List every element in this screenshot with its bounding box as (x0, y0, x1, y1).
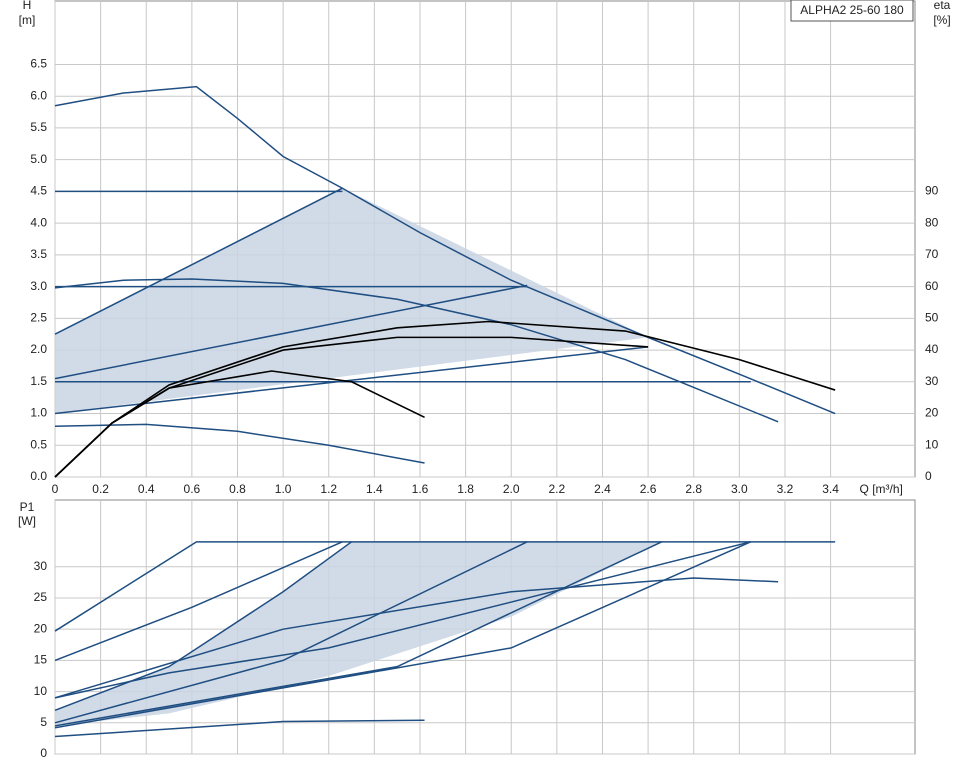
y-tick-label: 0.5 (30, 437, 47, 451)
y-tick-label: 2.0 (30, 342, 47, 356)
y-tick-label: 10 (34, 684, 48, 698)
plot-area (54, 0, 916, 478)
y-unit: [m] (19, 13, 36, 27)
y-tick-label: 4.5 (30, 184, 47, 198)
x-tick-label: 1.0 (275, 482, 292, 496)
curve (54, 577, 779, 699)
legend-box (790, 0, 914, 22)
plot-area (54, 499, 916, 755)
y2-tick-label: 20 (925, 406, 939, 420)
curve (54, 541, 528, 724)
x-tick-label: 1.6 (412, 482, 429, 496)
y-tick-label: 3.5 (30, 247, 47, 261)
x-tick-label: 0.8 (229, 482, 246, 496)
curve (54, 541, 752, 729)
curve (54, 541, 663, 727)
y2-tick-label: 0 (925, 469, 932, 483)
y2-tick-label: 80 (925, 215, 939, 229)
y2-tick-label: 30 (925, 374, 939, 388)
y-tick-label: 4.0 (30, 215, 47, 229)
y2-tick-label: 50 (925, 311, 939, 325)
y2-label: eta (934, 0, 951, 12)
y-label: P1 (20, 500, 35, 514)
operating-area (55, 541, 662, 726)
curve (54, 541, 836, 632)
curve (54, 370, 425, 478)
curve (54, 541, 343, 662)
y2-tick-label: 40 (925, 342, 939, 356)
y2-unit: [%] (933, 13, 950, 27)
x-tick-label: 0.4 (138, 482, 155, 496)
x-tick-label: 1.8 (457, 482, 474, 496)
x-tick-label: 2.4 (594, 482, 611, 496)
y-tick-label: 6.5 (30, 57, 47, 71)
y-tick-label: 20 (34, 621, 48, 635)
y-tick-label: 25 (34, 590, 48, 604)
x-tick-label: 2.0 (503, 482, 520, 496)
legend-text: ALPHA2 25-60 180 (800, 3, 904, 17)
y-tick-label: 1.5 (30, 374, 47, 388)
curve (54, 187, 343, 335)
y-tick-label: 3.0 (30, 279, 47, 293)
y2-tick-label: 90 (925, 184, 939, 198)
x-tick-label: 2.8 (685, 482, 702, 496)
y2-tick-label: 60 (925, 279, 939, 293)
curve (54, 423, 425, 464)
y-tick-label: 1.0 (30, 406, 47, 420)
x-tick-label: 3.2 (777, 482, 794, 496)
x-tick-label: 0.6 (184, 482, 201, 496)
operating-area (55, 188, 649, 414)
curve (54, 346, 649, 415)
y-tick-label: 2.5 (30, 311, 47, 325)
y-tick-label: 5 (40, 715, 47, 729)
x-tick-label: 1.4 (366, 482, 383, 496)
y-tick-label: 0.0 (30, 469, 47, 483)
curve (54, 284, 528, 380)
y-tick-label: 30 (34, 559, 48, 573)
curve (54, 320, 836, 478)
x-tick-label: 2.2 (549, 482, 566, 496)
y-tick-label: 5.5 (30, 120, 47, 134)
y-label: H (23, 0, 32, 12)
curve (54, 541, 751, 699)
x-tick-label: 1.2 (320, 482, 337, 496)
x-tick-label: 2.6 (640, 482, 657, 496)
y-tick-label: 6.0 (30, 88, 47, 102)
y-tick-label: 5.0 (30, 152, 47, 166)
y2-tick-label: 70 (925, 247, 939, 261)
y2-tick-label: 10 (925, 437, 939, 451)
x-label: Q [m³/h] (860, 482, 903, 496)
curve (54, 541, 352, 712)
y-unit: [W] (18, 514, 36, 528)
curve (54, 278, 779, 423)
curve (54, 719, 425, 738)
y-tick-label: 0 (40, 746, 47, 760)
x-tick-label: 3.0 (731, 482, 748, 496)
y-tick-label: 15 (34, 653, 48, 667)
x-tick-label: 0 (52, 482, 59, 496)
x-tick-label: 0.2 (92, 482, 109, 496)
x-tick-label: 3.4 (822, 482, 839, 496)
